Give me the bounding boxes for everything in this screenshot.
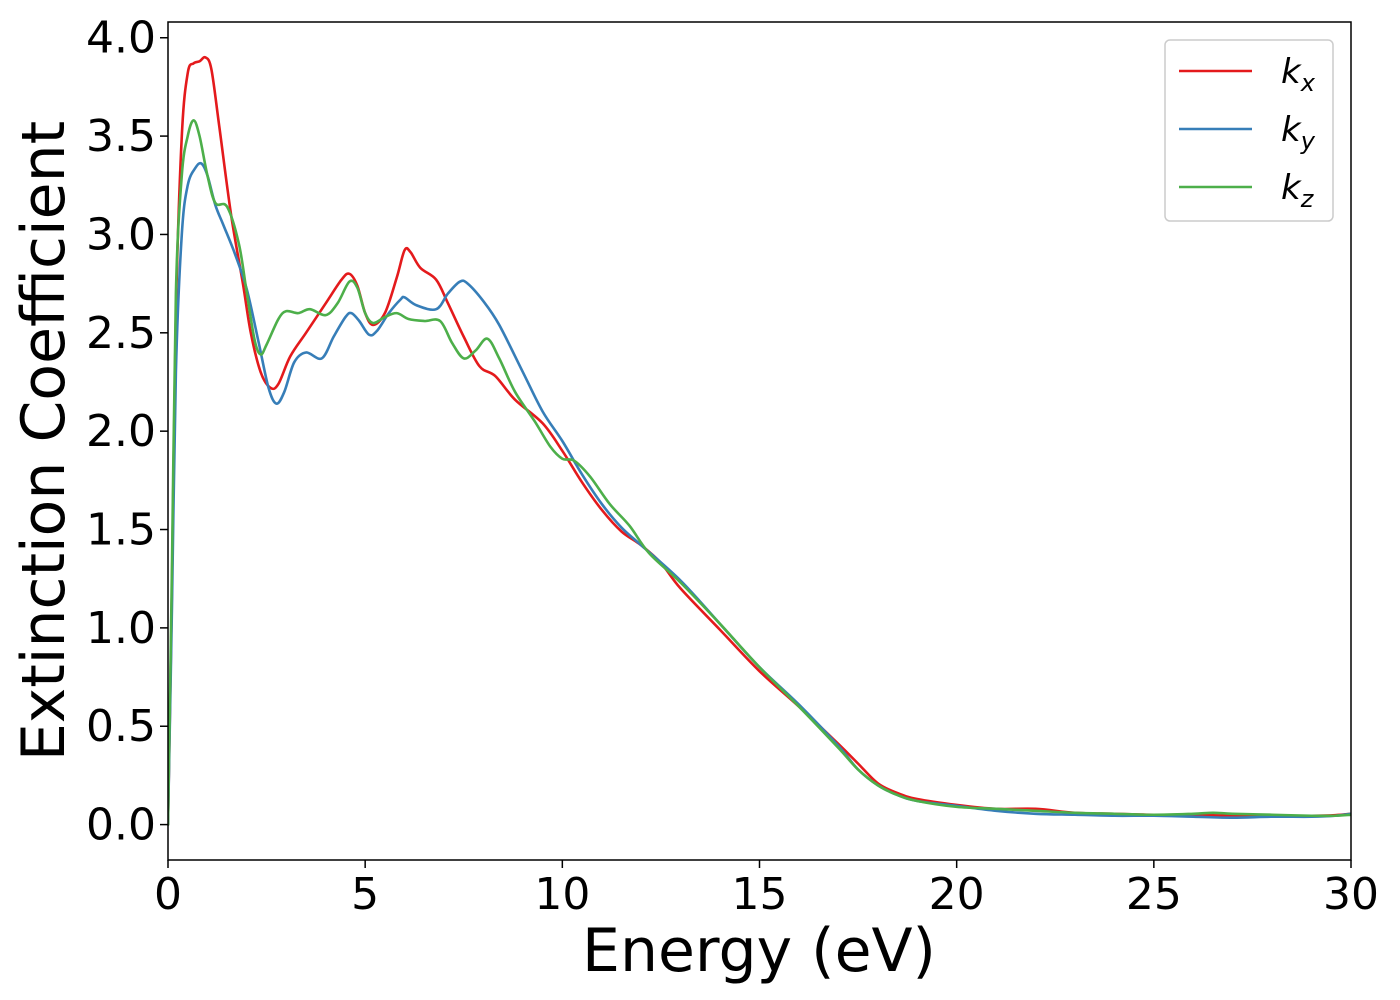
x-tick-label: 15 bbox=[732, 869, 788, 920]
y-tick-label: 3.5 bbox=[86, 111, 156, 162]
series-layer bbox=[168, 55, 1351, 826]
legend-label-k-z: kz bbox=[1281, 168, 1315, 213]
legend-label-k-x: kx bbox=[1281, 52, 1316, 97]
x-tick-label: 20 bbox=[929, 869, 985, 920]
x-axis-title: Energy (eV) bbox=[582, 916, 936, 986]
legend: kx ky kz bbox=[1164, 39, 1334, 222]
y-tick-label: 3.0 bbox=[86, 209, 156, 260]
x-tick-label: 0 bbox=[154, 869, 182, 920]
legend-label-k-y: ky bbox=[1281, 110, 1316, 155]
x-tick-label: 25 bbox=[1126, 869, 1182, 920]
y-tick-label: 0.5 bbox=[86, 701, 156, 752]
y-axis-title: Extinction Coefficient bbox=[9, 121, 79, 761]
y-tick-label: 4.0 bbox=[86, 13, 156, 64]
y-axis: 0.0 0.5 1.0 1.5 2.0 2.5 3.0 3.5 4.0 bbox=[86, 13, 168, 851]
x-tick-label: 30 bbox=[1323, 869, 1379, 920]
x-tick-label: 10 bbox=[534, 869, 590, 920]
series-line-k-z bbox=[168, 119, 1351, 826]
y-tick-label: 1.0 bbox=[86, 603, 156, 654]
y-tick-label: 1.5 bbox=[86, 505, 156, 556]
legend-box bbox=[1164, 39, 1334, 222]
y-tick-label: 0.0 bbox=[86, 800, 156, 851]
x-tick-label: 5 bbox=[351, 869, 379, 920]
y-tick-label: 2.0 bbox=[86, 406, 156, 457]
x-axis: 0 5 10 15 20 25 30 bbox=[154, 860, 1379, 920]
y-tick-label: 2.5 bbox=[86, 308, 156, 359]
